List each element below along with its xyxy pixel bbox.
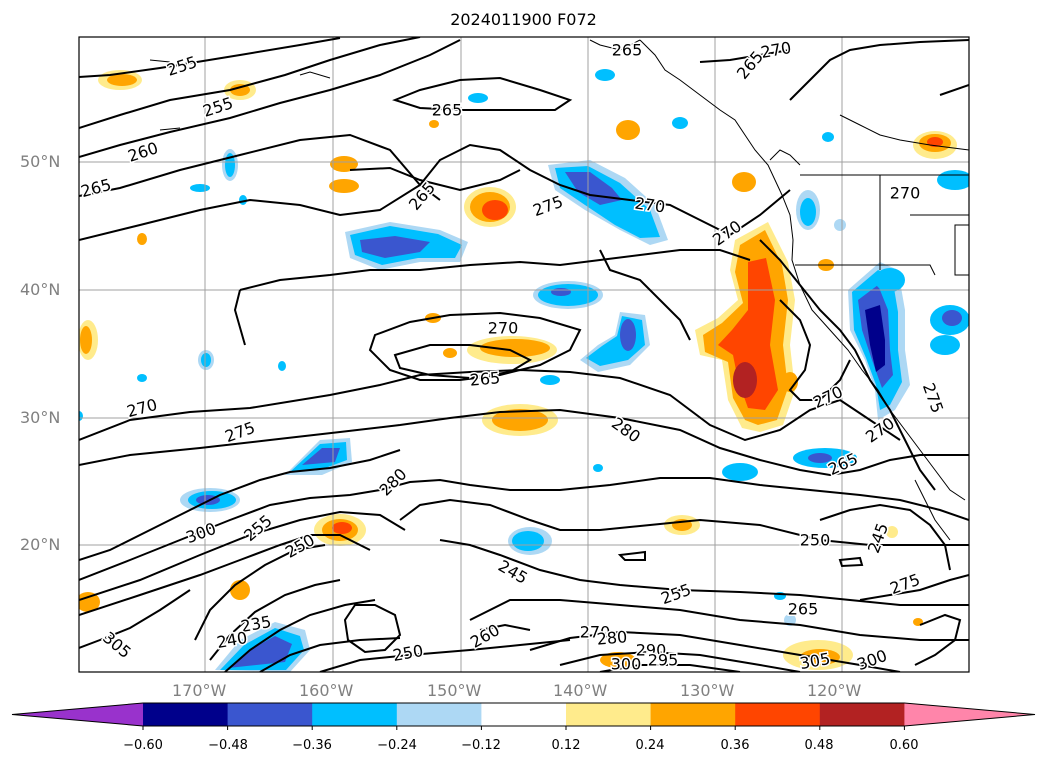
lon-label-120w: 120°W (807, 681, 862, 700)
contour-label: 250 (800, 531, 831, 550)
lon-label-170w: 170°W (172, 681, 227, 700)
colorbar-tick: −0.12 (461, 738, 501, 753)
contour-label: 280 (596, 627, 628, 649)
contour-label: 270 (488, 319, 519, 338)
lat-label-20n: 20°N (20, 535, 61, 554)
colorbar-swatch (650, 703, 736, 726)
lat-label-40n: 40°N (20, 280, 61, 299)
contour-label: 305 (798, 649, 831, 673)
contour-label: 265 (432, 101, 463, 120)
colorbar-tick: −0.60 (123, 738, 163, 753)
contour-label: 265 (612, 41, 643, 60)
map-frame (78, 36, 970, 673)
colorbar-swatch (566, 703, 652, 726)
colorbar-tick: 0.48 (804, 738, 834, 753)
contours (79, 37, 969, 672)
lat-label-30n: 30°N (20, 408, 61, 427)
contour-label: 265 (788, 600, 819, 619)
contour-label: 270 (580, 623, 611, 642)
contour-label: 270 (759, 38, 792, 62)
colorbar-tick: 0.60 (889, 738, 919, 753)
contour-label: 300 (611, 655, 642, 674)
lon-label-140w: 140°W (553, 681, 608, 700)
colorbar-swatch (227, 703, 313, 726)
contour-label: 290 (636, 641, 667, 660)
colorbar-swatch (735, 703, 821, 726)
colorbar (11, 702, 1036, 730)
colorbar-extend-low (12, 703, 143, 726)
lon-label-130w: 130°W (680, 681, 735, 700)
coastlines (149, 39, 969, 541)
colorbar-tick: −0.48 (208, 738, 248, 753)
colorbar-swatch (481, 703, 567, 726)
colorbar-swatch (819, 703, 905, 726)
colorbar-tick: −0.24 (377, 738, 417, 753)
colorbar-swatch (396, 703, 482, 726)
colorbar-tick: −0.36 (292, 738, 332, 753)
colorbar-tick: 0.36 (720, 738, 750, 753)
lat-label-50n: 50°N (20, 152, 61, 171)
map-title: 2024011900 F072 (450, 10, 597, 29)
contour-label: 270 (890, 184, 921, 203)
colorbar-swatch (143, 703, 229, 726)
lon-label-150w: 150°W (427, 681, 482, 700)
contour-label: 265 (469, 368, 501, 390)
colorbar-tick: 0.12 (551, 738, 581, 753)
colorbar-tick: 0.24 (635, 738, 665, 753)
colorbar-extend-high (904, 703, 1035, 726)
lon-label-160w: 160°W (299, 681, 354, 700)
contour-label: 295 (648, 651, 679, 670)
colorbar-swatch (312, 703, 398, 726)
